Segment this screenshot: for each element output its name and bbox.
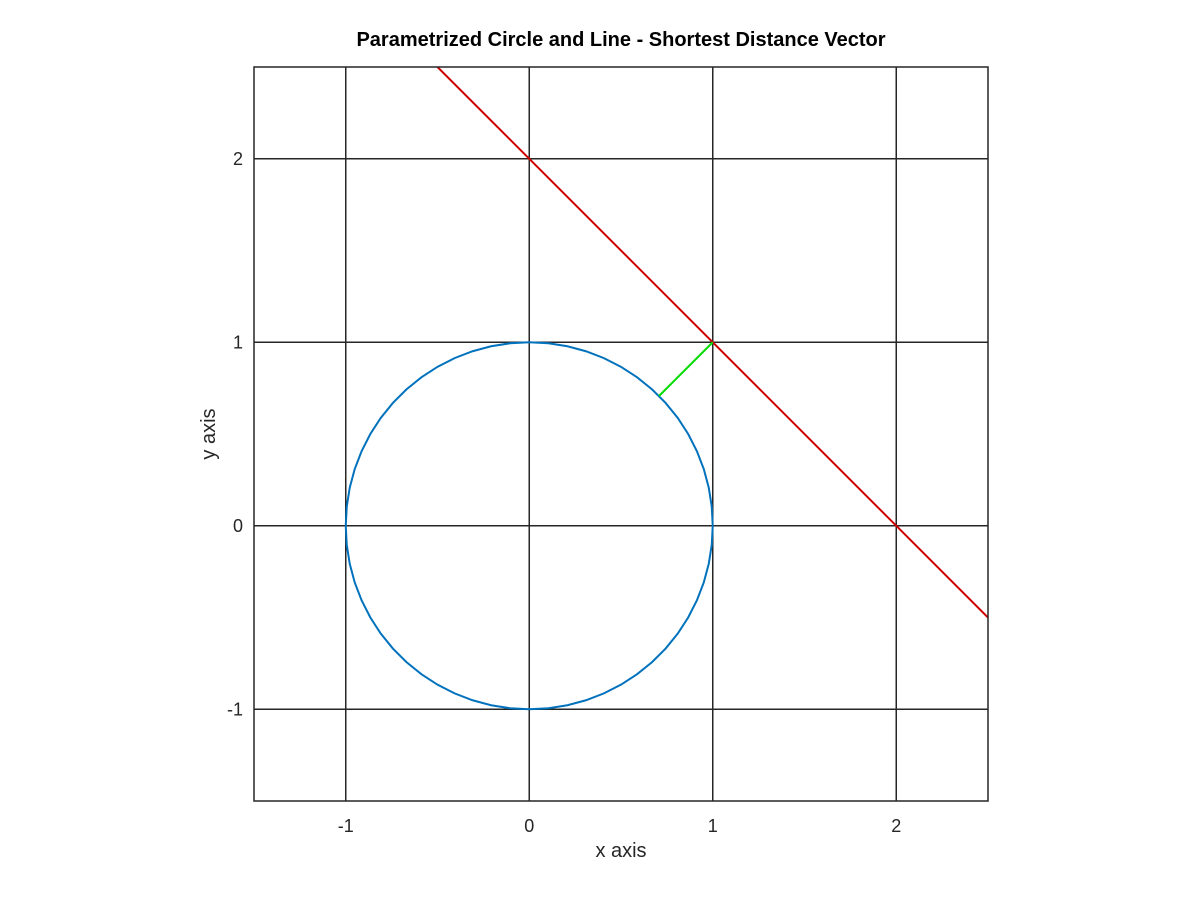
x-tick-label: -1 xyxy=(338,816,354,836)
line-series xyxy=(436,67,988,619)
grid-lines xyxy=(254,67,988,801)
y-tick-label: -1 xyxy=(227,699,243,719)
axes-box xyxy=(253,66,989,802)
x-tick-label: 0 xyxy=(524,816,534,836)
circle-series xyxy=(344,341,714,711)
y-tick-label: 2 xyxy=(233,149,243,169)
x-axis-label: x axis xyxy=(595,840,646,862)
x-tick-label: 1 xyxy=(708,816,718,836)
tick-labels: -1 0 1 2 -1 0 1 2 xyxy=(227,149,901,836)
y-tick-label: 0 xyxy=(233,516,243,536)
y-axis-label: y axis xyxy=(198,408,220,459)
x-tick-label: 2 xyxy=(891,816,901,836)
plot-area xyxy=(344,67,988,711)
axes-background xyxy=(254,67,988,801)
y-tick-label: 1 xyxy=(233,332,243,352)
distance-vector-segment xyxy=(658,341,714,397)
chart-title: Parametrized Circle and Line - Shortest … xyxy=(356,29,885,51)
